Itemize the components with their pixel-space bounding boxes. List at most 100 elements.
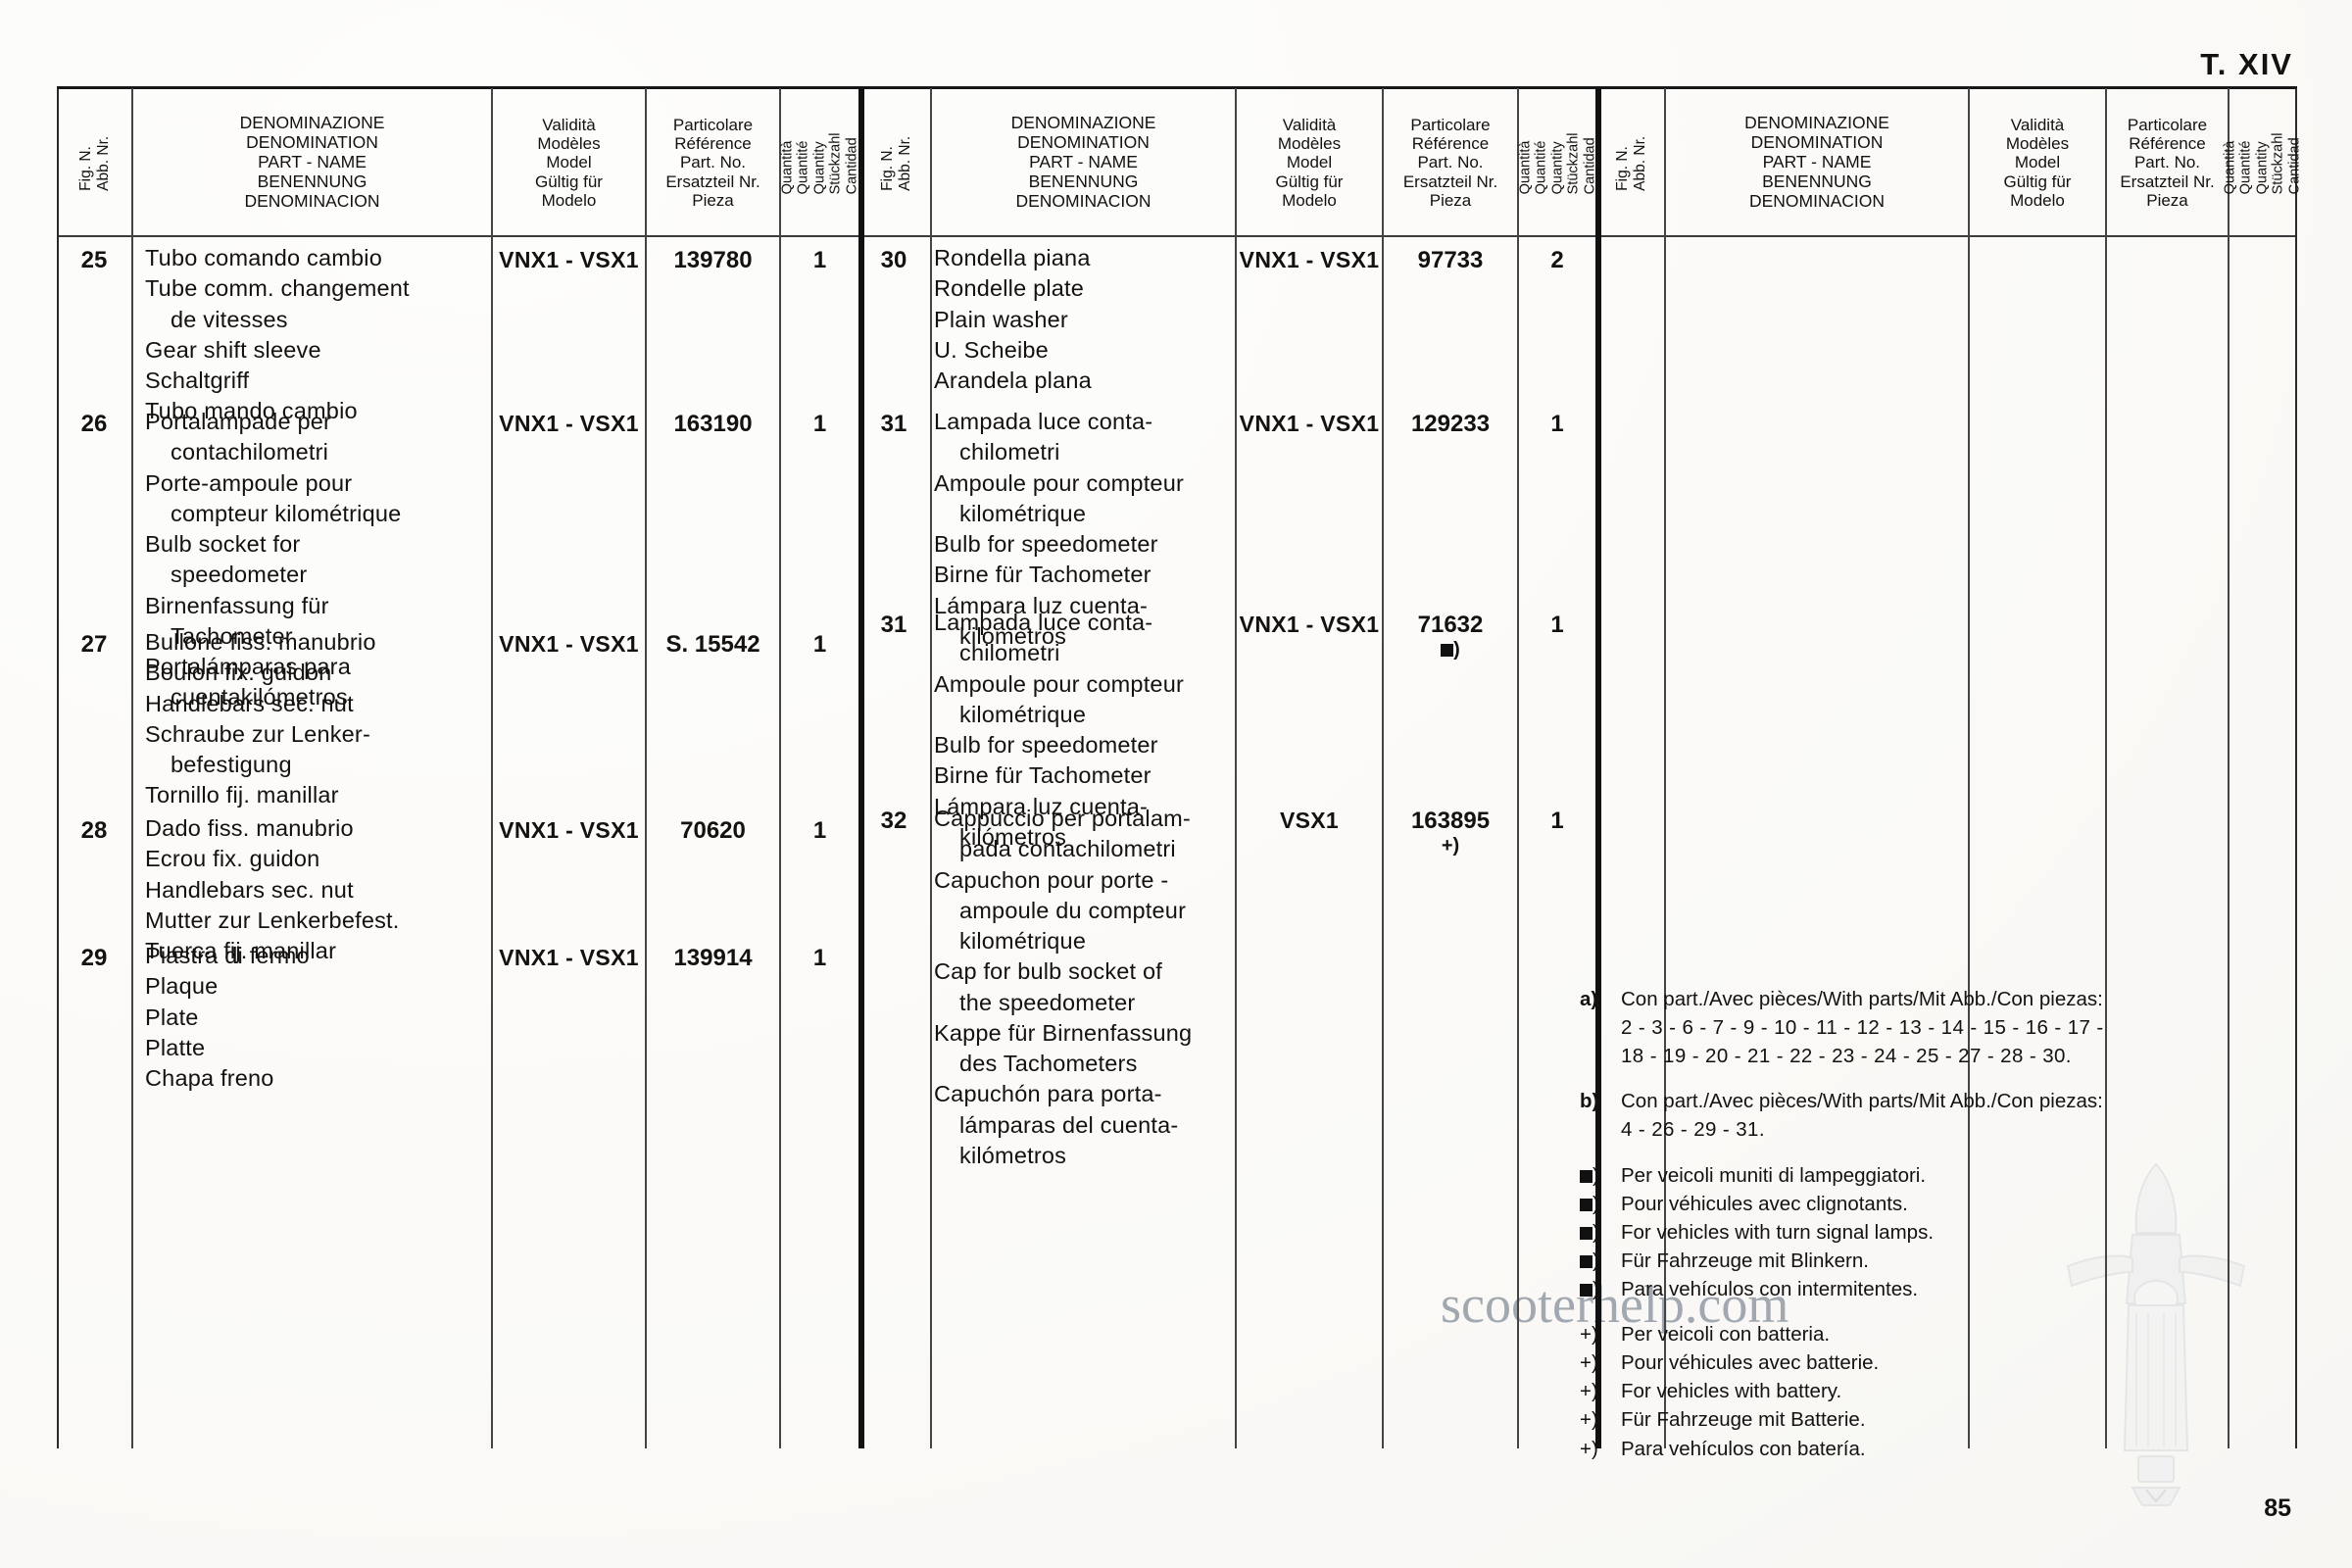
footnote-text: Per veicoli con batteria. xyxy=(1621,1323,1831,1347)
model-validity: VNX1 - VSX1 xyxy=(499,247,639,272)
model-validity: VNX1 - VSX1 xyxy=(499,945,639,970)
part-name-line: compteur kilométrique xyxy=(171,500,402,526)
rule-left-edge xyxy=(57,88,59,1448)
part-number: 163895 +) xyxy=(1384,808,1517,858)
header-validity-line-5: Modelo xyxy=(541,191,597,211)
footnote-text: Con part./Avec pièces/With parts/Mit Abb… xyxy=(1621,1090,2103,1113)
header-denomination-m-line-2: DENOMINATION xyxy=(1017,132,1150,153)
footnote-key: ) xyxy=(1580,1190,1621,1218)
figure-number: 29 xyxy=(80,945,108,971)
header-validity-line-1: Validità xyxy=(542,115,596,134)
rule-right-edge xyxy=(2295,88,2297,1448)
header-fig-r-line-1: Fig. N. xyxy=(1614,146,1632,191)
part-number: 139780 xyxy=(673,247,753,273)
figure-number: 31 xyxy=(880,612,907,638)
header-partno-line-2: Référence xyxy=(674,133,752,153)
footnote-text: Für Fahrzeuge mit Batterie. xyxy=(1621,1408,1866,1432)
part-name-line: Ampoule pour compteur xyxy=(934,469,1185,496)
header-partno-m-line-2: Référence xyxy=(1411,133,1490,153)
part-name-line: Tachometer xyxy=(171,622,293,649)
part-name-block: Lampada luce conta-chilometri Ampoule pou… xyxy=(934,608,1233,853)
part-name-block: Rondella piana Rondelle plate Plain washer… xyxy=(934,243,1233,396)
header-validity-r-line-5: Modelo xyxy=(2010,191,2065,211)
part-name-line: pada contachilometri xyxy=(959,836,1176,862)
part-name-line: Chapa freno xyxy=(145,1065,274,1091)
header-validity-line-3: Model xyxy=(546,153,592,172)
footnote-line: +) Per veicoli con batteria. xyxy=(1580,1320,2266,1348)
header-denomination-r-line-5: DENOMINACION xyxy=(1748,190,1886,211)
rule-r-partno xyxy=(2228,88,2230,1448)
part-name-line: Plain washer xyxy=(934,306,1068,332)
footnote-text: Para vehículos con batería. xyxy=(1621,1437,1866,1460)
part-name-line: Portalámparas para xyxy=(145,654,351,679)
part-name-block: Lampada luce conta-chilometri Ampoule pou… xyxy=(934,407,1233,652)
part-name-line: U. Scheibe xyxy=(934,336,1049,363)
watermark: scooterhelp.com xyxy=(1441,1275,1789,1334)
header-partno-line-5: Pieza xyxy=(692,191,734,211)
part-name-line: Piastra di fermo xyxy=(145,943,310,968)
part-name-line: kilométrique xyxy=(959,701,1087,727)
part-name-line: Bullone fiss. manubrio xyxy=(145,629,376,655)
header-partno-left: Particolare Référence Part. No. Ersatzte… xyxy=(647,94,779,231)
header-quantity-r-line-5: Cantidad xyxy=(2286,137,2303,195)
part-name-line: de vitesses xyxy=(171,306,288,332)
header-validity-m-line-5: Modelo xyxy=(1282,191,1337,211)
part-name-line: Platte xyxy=(145,1034,206,1060)
square-marker-icon xyxy=(1580,1254,1592,1268)
part-name-line: speedometer xyxy=(171,562,308,588)
parts-table: Fig. N. Abb. Nr. DENOMINAZIONE DENOMINAT… xyxy=(57,86,2302,1448)
header-partno-r-line-1: Particolare xyxy=(2127,115,2208,134)
part-name-line: Tubo mando cambio xyxy=(145,398,358,424)
footnote-key: +) xyxy=(1580,1408,1598,1432)
square-marker-icon xyxy=(1580,1169,1592,1183)
part-name-line: Bulb for speedometer xyxy=(934,531,1158,557)
part-name-line: Ampoule pour compteur xyxy=(934,670,1185,697)
part-name-line: Cap for bulb socket of xyxy=(934,958,1162,985)
part-name-line: Lampada luce conta- xyxy=(934,409,1153,434)
part-name-line: Kappe für Birnenfassung xyxy=(934,1019,1193,1046)
part-name-line: Lampada luce conta- xyxy=(934,610,1153,635)
part-name-line: Tornillo fij. manillar xyxy=(145,782,339,808)
quantity-value: 1 xyxy=(812,411,827,437)
header-quantity-r-line-1: Quantità xyxy=(2222,140,2238,195)
part-name-block: Tubo comando cambio Tube comm. changement… xyxy=(145,243,488,427)
part-name-line: Capuchón para porta- xyxy=(934,1081,1162,1107)
footnote-group: +) Per veicoli con batteria. +) Pour véhicu… xyxy=(1580,1320,2266,1463)
part-name-line: chilometri xyxy=(959,439,1060,466)
model-validity: VSX1 xyxy=(1279,808,1339,833)
rule-r-name xyxy=(1968,88,1970,1448)
footnote-line: +) Pour véhicules avec batterie. xyxy=(1580,1348,2266,1377)
part-number: 97733 xyxy=(1417,247,1484,273)
part-number: 70620 xyxy=(680,817,746,844)
header-partno-m-line-4: Ersatzteil Nr. xyxy=(1402,172,1498,191)
footnote-line: b) Con part./Avec pièces/With parts/Mit A… xyxy=(1580,1087,2266,1115)
part-number-marker: +) xyxy=(1441,835,1460,857)
part-name-line: Cappuccio per portalam- xyxy=(934,806,1191,831)
footnote-text: Per veicoli muniti di lampeggiatori. xyxy=(1621,1163,1927,1187)
part-name-line: contachilometri xyxy=(171,439,329,466)
header-quantity-line-3: Quantity xyxy=(811,141,828,195)
part-name-line: Tube comm. changement xyxy=(145,275,410,302)
header-validity-right: Validità Modèles Model Gültig für Modelo xyxy=(1970,94,2105,231)
footnote-line: +) For vehicles with battery. xyxy=(1580,1377,2266,1405)
table-top-rule xyxy=(57,86,2297,89)
part-name-line: Lámpara luz cuenta- xyxy=(934,793,1149,819)
part-name-line: Handlebars sec. nut xyxy=(145,690,354,716)
header-quantity-m-line-4: Stückzahl xyxy=(1565,132,1582,195)
footnote-group: a) Con part./Avec pièces/With parts/Mit A… xyxy=(1580,985,2266,1070)
quantity-value: 1 xyxy=(1550,808,1564,834)
model-validity: VNX1 - VSX1 xyxy=(499,411,639,436)
part-number: S. 15542 xyxy=(665,631,760,658)
part-name-line: cuentakilómetros xyxy=(171,684,348,710)
quantity-value: 1 xyxy=(812,817,827,844)
rule-r-model xyxy=(2105,88,2107,1448)
part-name-block: Portalampade per contachilometri Porte-amp… xyxy=(145,407,488,713)
header-partno-right: Particolare Référence Part. No. Ersatzte… xyxy=(2107,94,2228,231)
header-fig-left: Fig. N. Abb. Nr. xyxy=(59,94,131,233)
header-denomination-r-line-1: DENOMINAZIONE xyxy=(1744,113,1889,133)
footnote-key: ) xyxy=(1580,1247,1621,1275)
part-name-line: Bulb socket for xyxy=(145,531,301,557)
header-partno-line-4: Ersatzteil Nr. xyxy=(665,172,760,191)
footnotes: a) Con part./Avec pièces/With parts/Mit A… xyxy=(1580,985,2266,1480)
